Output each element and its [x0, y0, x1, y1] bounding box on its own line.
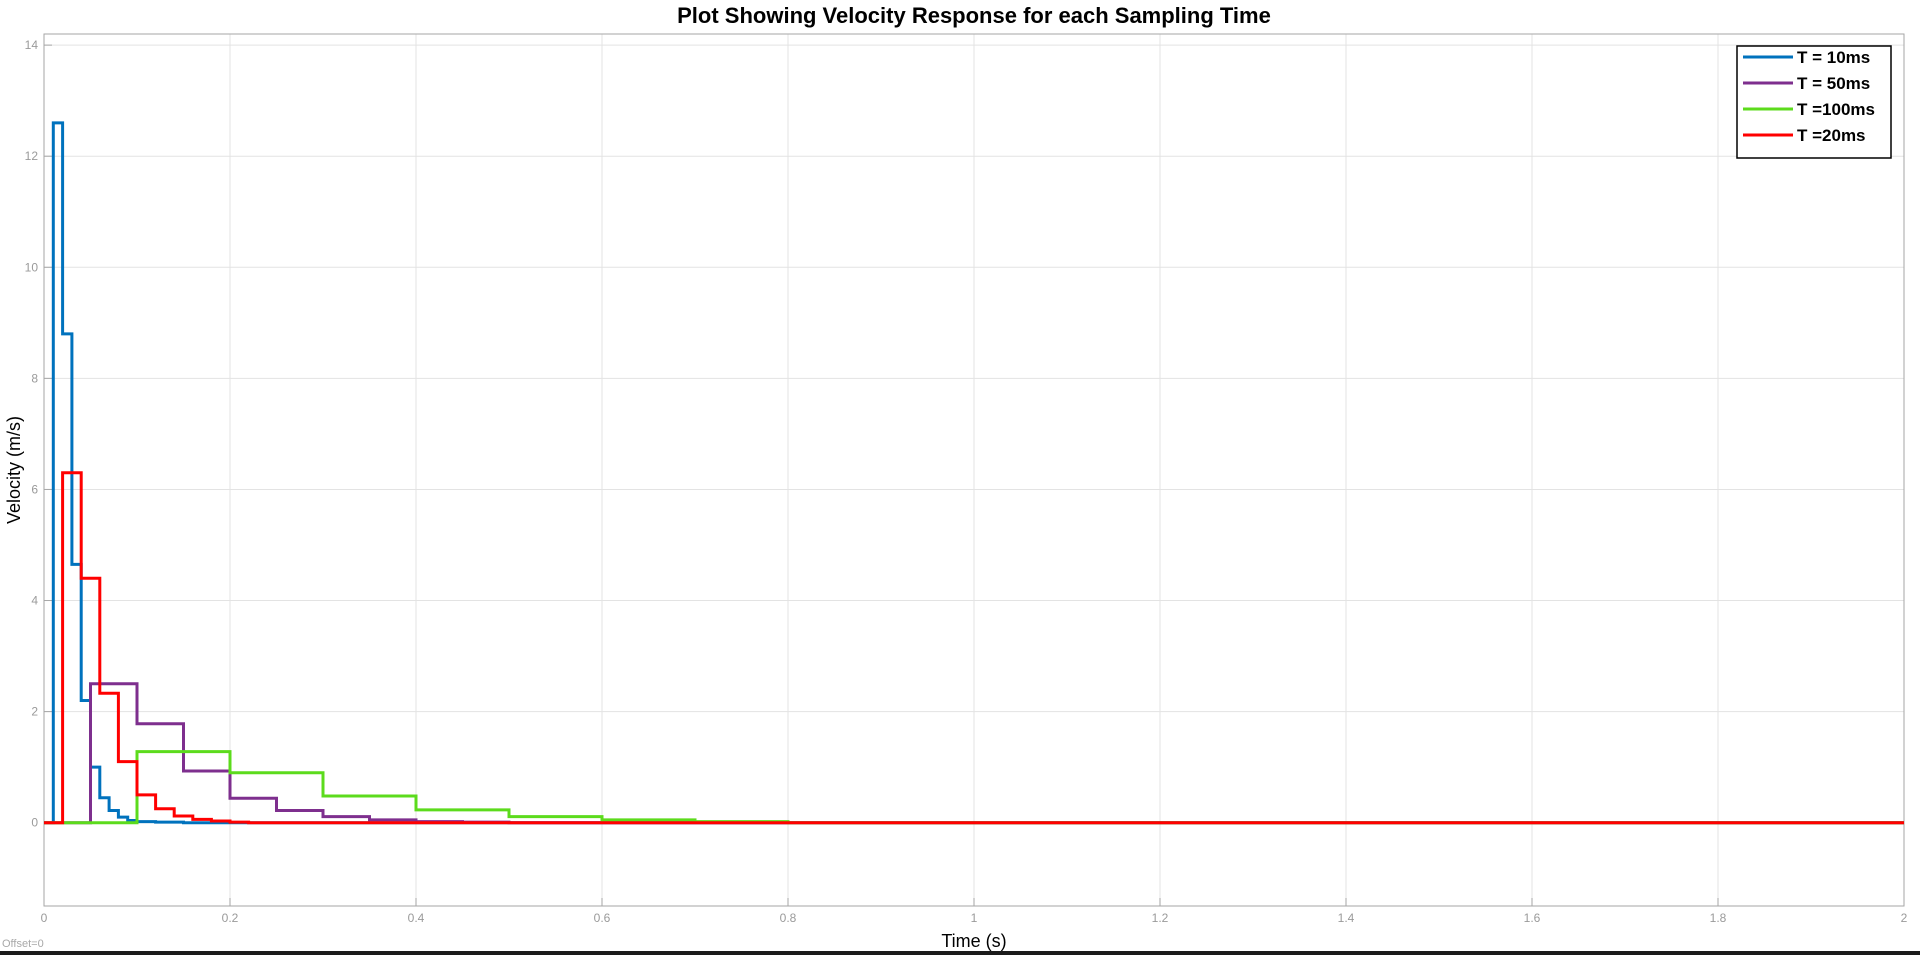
legend-label: T =100ms [1797, 100, 1875, 119]
window-bottom-border [0, 951, 1920, 955]
x-tick-label: 1.6 [1524, 911, 1541, 925]
series-line-4 [44, 471, 1904, 825]
x-axis-label: Time (s) [941, 931, 1006, 951]
x-tick-label: 1.4 [1338, 911, 1355, 925]
x-tick-label: 0.8 [780, 911, 797, 925]
x-tick-label: 1.8 [1710, 911, 1727, 925]
legend-label: T =20ms [1797, 126, 1866, 145]
series-lines [44, 121, 1904, 825]
chart-title: Plot Showing Velocity Response for each … [677, 3, 1271, 28]
axis-ticks: 0 0.2 0.4 0.6 0.8 1 1.2 1.4 1.6 1.8 2 0 2 4 6 8 10 12 14 [25, 38, 1908, 925]
x-tick-label: 1 [971, 911, 978, 925]
y-tick-label: 6 [31, 482, 38, 496]
y-tick-label: 4 [31, 594, 38, 608]
y-axis-label: Velocity (m/s) [4, 416, 24, 524]
y-tick-label: 2 [31, 705, 38, 719]
legend-label: T = 50ms [1797, 74, 1870, 93]
y-tick-label: 12 [25, 149, 39, 163]
x-tick-label: 0.2 [222, 911, 239, 925]
y-tick-label: 0 [31, 816, 38, 830]
legend-box [1736, 45, 1892, 159]
y-tick-label: 14 [25, 38, 39, 52]
y-tick-label: 8 [31, 371, 38, 385]
x-tick-label: 0 [41, 911, 48, 925]
series-line-1 [44, 121, 1904, 825]
chart-legend: T = 10ms T = 50ms T =100ms T =20ms [1736, 45, 1892, 159]
x-tick-label: 1.2 [1152, 911, 1169, 925]
x-tick-label: 0.6 [594, 911, 611, 925]
offset-label: Offset=0 [2, 938, 44, 950]
x-tick-label: 0.4 [408, 911, 425, 925]
legend-label: T = 10ms [1797, 48, 1870, 67]
x-tick-label: 2 [1901, 911, 1908, 925]
y-tick-label: 10 [25, 260, 39, 274]
